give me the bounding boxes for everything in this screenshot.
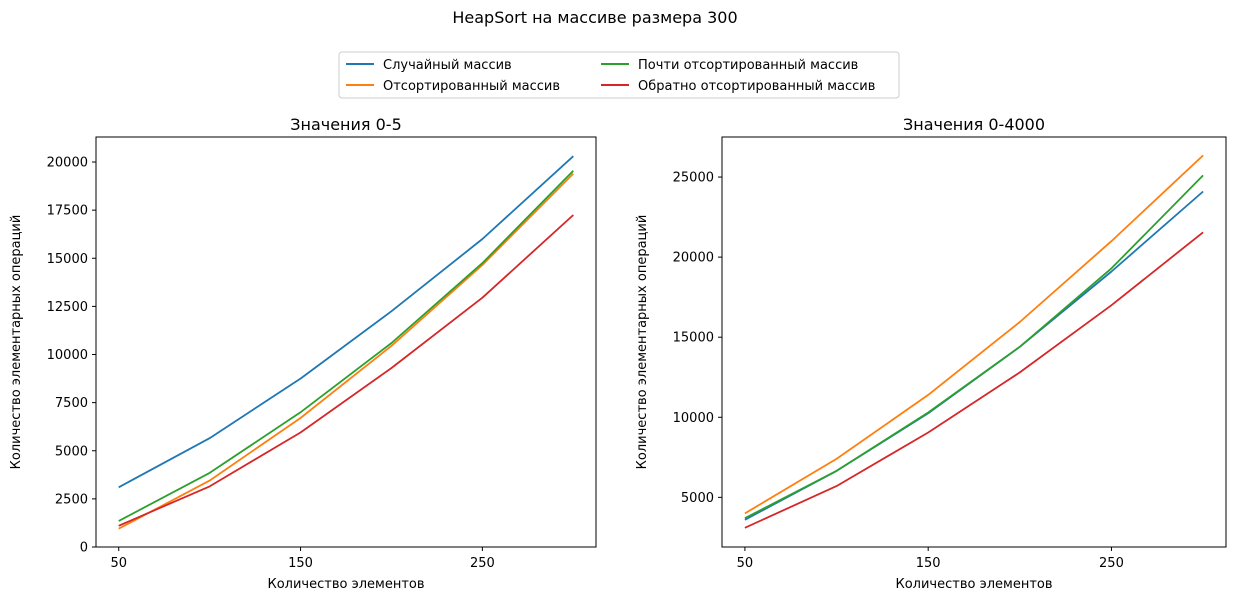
x-tick-label: 250 xyxy=(470,556,495,571)
legend: Случайный массив Отсортированный массив … xyxy=(338,51,900,99)
series-line-4 xyxy=(744,231,1204,529)
plot-frame xyxy=(721,136,1227,548)
chart-panel-right: 50 150 250 5000 10000 15000 20000 25000 Значения… xyxy=(635,115,1227,592)
y-tick-label: 20000 xyxy=(673,251,714,266)
legend-frame xyxy=(338,51,900,99)
y-tick-label: 20000 xyxy=(47,156,88,171)
y-tick-label: 10000 xyxy=(47,348,88,363)
x-axis-label: Количество элементов xyxy=(895,577,1052,592)
y-tick-label: 15000 xyxy=(673,331,714,346)
y-tick-label: 5000 xyxy=(55,444,88,459)
y-tick-label: 0 xyxy=(80,541,88,556)
series-line-4 xyxy=(118,214,574,527)
y-tick-label: 5000 xyxy=(681,491,714,506)
y-axis-label: Количество элементарных операций xyxy=(9,215,24,470)
legend-label-sorted: Отсортированный массив xyxy=(383,79,560,94)
series-line-3 xyxy=(118,170,574,522)
legend-label-random: Случайный массив xyxy=(383,58,512,73)
x-tick-label: 50 xyxy=(110,556,127,571)
legend-label-almost-sorted: Почти отсортированный массив xyxy=(638,58,858,73)
x-tick-label: 150 xyxy=(288,556,313,571)
series-line-1 xyxy=(744,190,1204,521)
series-line-2 xyxy=(744,154,1204,515)
y-tick-label: 17500 xyxy=(47,204,88,219)
series-line-2 xyxy=(118,172,574,530)
series-line-3 xyxy=(744,174,1204,519)
x-tick-label: 250 xyxy=(1099,556,1124,571)
y-tick-label: 2500 xyxy=(55,492,88,507)
y-tick-label: 12500 xyxy=(47,300,88,315)
suptitle: HeapSort на массиве размера 300 xyxy=(452,8,737,27)
x-tick-label: 150 xyxy=(916,556,941,571)
y-tick-label: 25000 xyxy=(673,171,714,186)
plot-frame xyxy=(95,136,597,548)
y-tick-label: 15000 xyxy=(47,252,88,267)
panel-title: Значения 0-4000 xyxy=(903,115,1045,134)
y-tick-label: 7500 xyxy=(55,396,88,411)
series-line-1 xyxy=(118,155,574,489)
x-tick-label: 50 xyxy=(737,556,754,571)
panel-title: Значения 0-5 xyxy=(290,115,402,134)
legend-label-reversed: Обратно отсортированный массив xyxy=(638,79,875,94)
y-axis-label: Количество элементарных операций xyxy=(635,215,650,470)
x-axis-label: Количество элементов xyxy=(267,577,424,592)
y-tick-label: 10000 xyxy=(673,411,714,426)
chart-panel-left: 50 150 25002500500075001000012500150001750… xyxy=(9,115,597,592)
